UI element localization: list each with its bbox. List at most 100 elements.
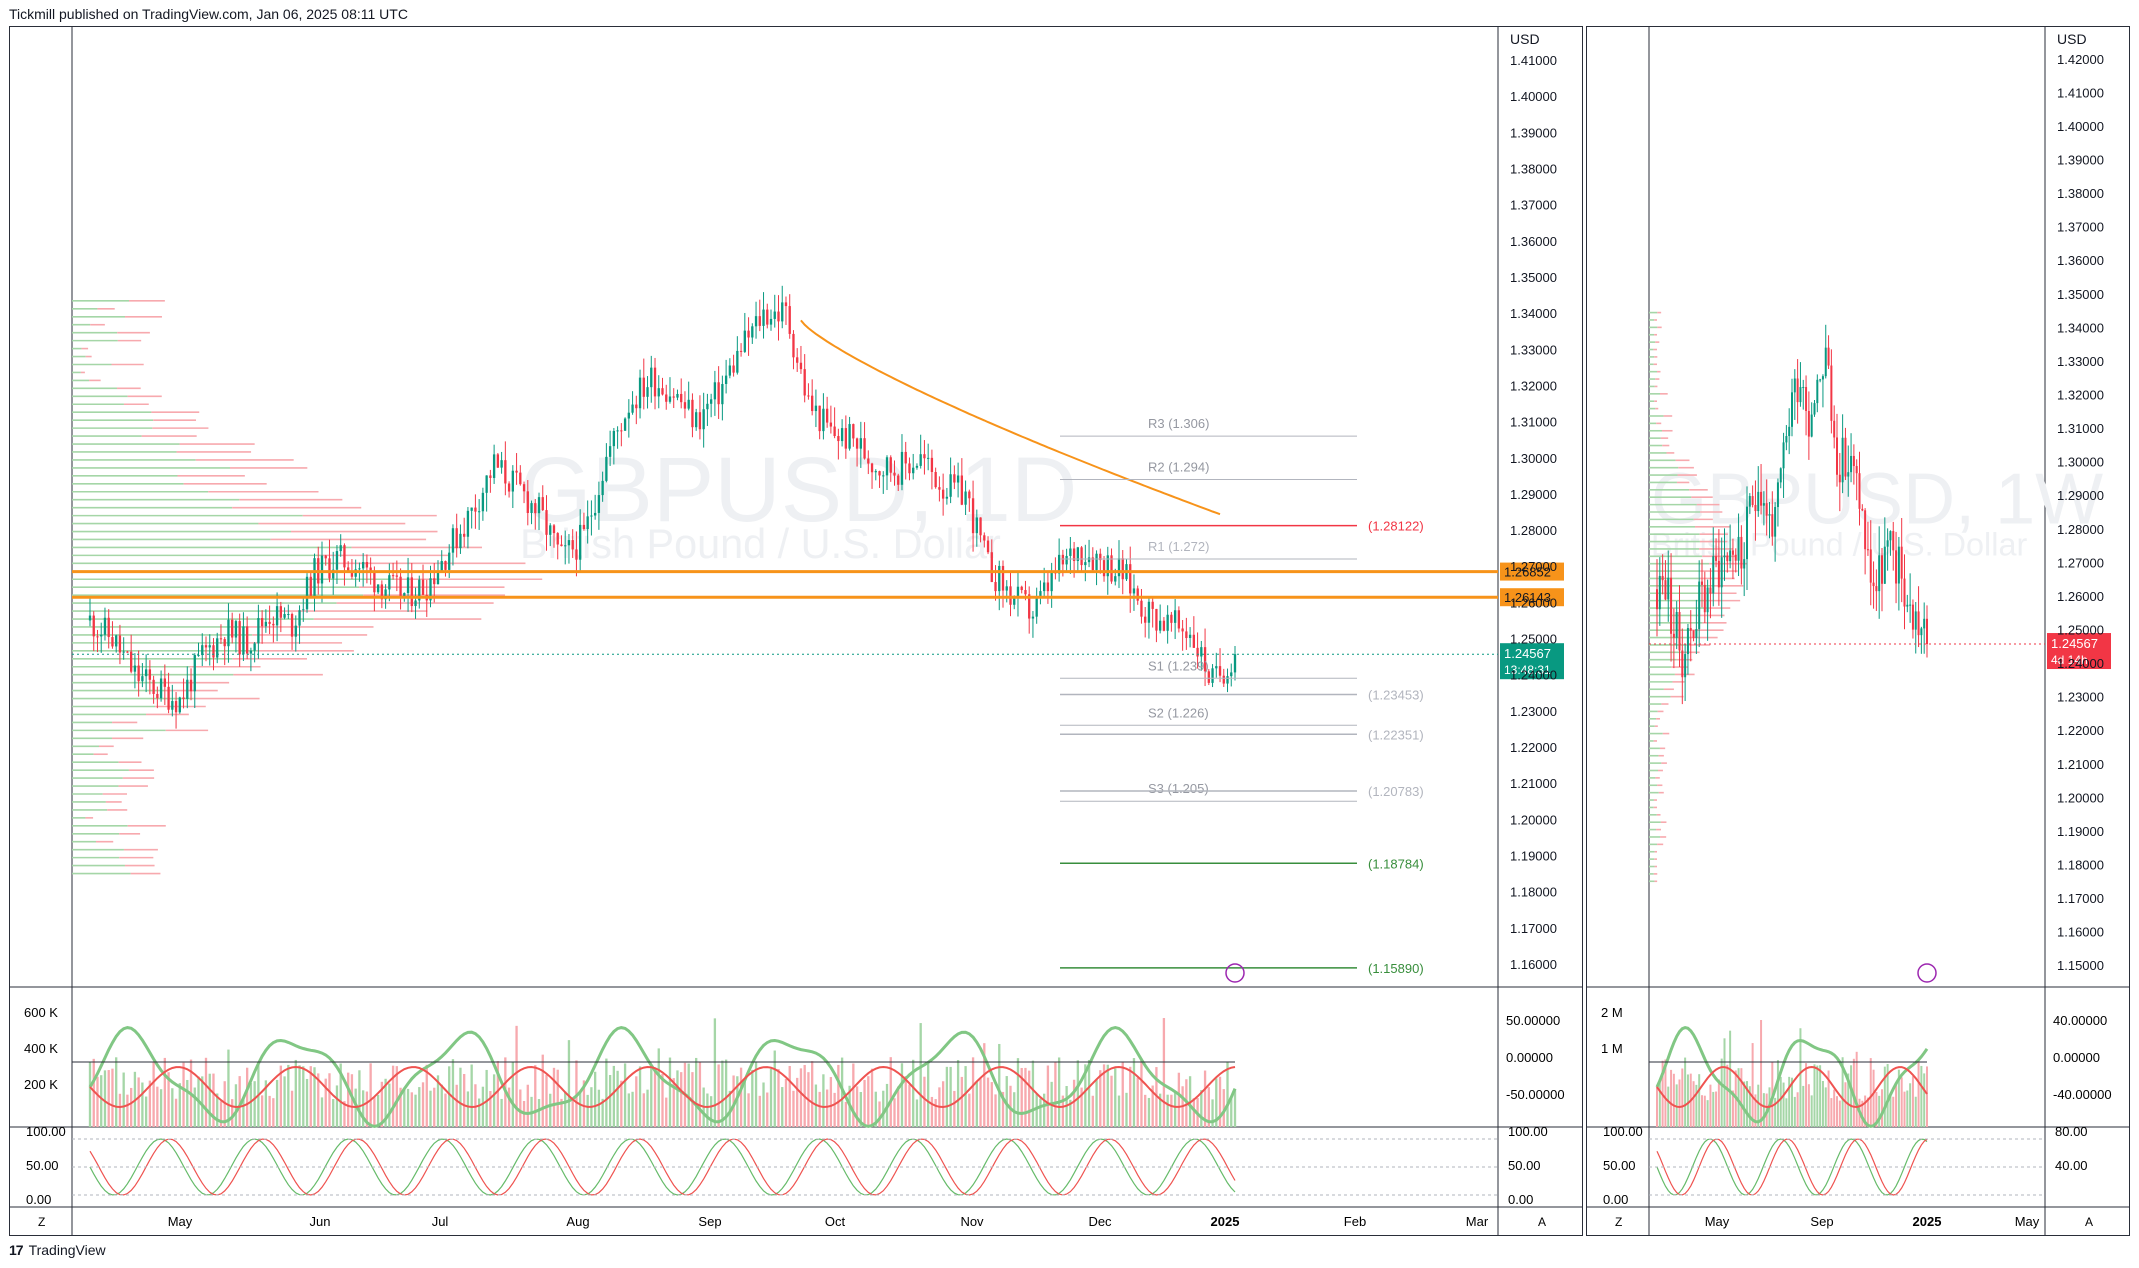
candle-body — [687, 399, 690, 409]
candle-body — [1827, 347, 1830, 366]
candle-body — [1872, 582, 1875, 587]
candle-body — [477, 511, 481, 513]
candle-body — [1695, 629, 1698, 638]
candle-body — [698, 412, 702, 430]
volume-bar — [1080, 1087, 1083, 1127]
volume-bar — [844, 1101, 848, 1127]
price-tick: 1.25000 — [2057, 623, 2104, 638]
volume-bar — [107, 1070, 110, 1127]
volume-bar — [1807, 1084, 1810, 1127]
chart-panel-weekly[interactable]: GBPUSD, 1W British Pound / U.S. Dollar 1.2… — [1586, 26, 2130, 1236]
volume-bar — [1776, 1060, 1779, 1127]
candle-body — [1909, 604, 1912, 606]
volume-bar — [986, 1077, 990, 1127]
candle-body — [440, 561, 443, 573]
chart-panel-daily[interactable]: GBPUSD, 1D British Pound / U.S. Dollar R3 … — [9, 26, 1583, 1236]
candle-body — [489, 475, 492, 478]
candle-body — [418, 579, 421, 601]
candle-body — [1779, 468, 1782, 483]
time-tick: Aug — [566, 1214, 589, 1229]
stochastic-right-tick: 80.00 — [2055, 1124, 2088, 1139]
candle-body — [249, 650, 253, 654]
oscillator-tick: 0.00000 — [2053, 1050, 2100, 1065]
time-tick: Jul — [432, 1214, 449, 1229]
candle-body — [620, 430, 623, 432]
volume-bar — [92, 1058, 95, 1127]
candle-body — [608, 446, 612, 457]
volume-bar — [709, 1096, 713, 1127]
candle-body — [1847, 472, 1850, 477]
candle-body — [414, 600, 417, 607]
price-tag-label: 1.26852 — [1504, 565, 1551, 580]
candle-body — [900, 451, 904, 485]
volume-bar — [941, 1081, 945, 1127]
candle-body — [1177, 610, 1181, 629]
volume-tick: 600 K — [24, 1005, 58, 1020]
candle-body — [313, 558, 316, 597]
candle-body — [870, 463, 874, 473]
price-tick: 1.23000 — [2057, 690, 2104, 705]
stochastic-d-line — [89, 1138, 1236, 1196]
volume-bar — [500, 1098, 503, 1127]
candle-body — [92, 615, 95, 637]
candle-body — [1087, 557, 1091, 563]
volume-bar — [223, 1081, 226, 1127]
volume-bar — [339, 1063, 342, 1127]
time-tick: 2025 — [1211, 1214, 1240, 1229]
candle-body — [283, 614, 286, 618]
timezone-icon: Z — [38, 1215, 45, 1229]
candle-body — [403, 593, 406, 598]
volume-bar — [642, 1093, 645, 1127]
volume-bar — [945, 1066, 949, 1127]
price-tick: 1.42000 — [2057, 52, 2104, 67]
volume-bar — [1132, 1058, 1136, 1127]
candle-body — [436, 572, 440, 585]
volume-bar — [897, 1086, 900, 1127]
tradingview-logo-icon[interactable]: 17 — [9, 1242, 24, 1258]
candle-body — [564, 545, 567, 547]
volume-bar — [818, 1091, 821, 1127]
volume-bar — [1774, 1097, 1777, 1127]
volume-bar — [1054, 1062, 1057, 1127]
volume-tick: 2 M — [1601, 1005, 1623, 1020]
volume-bar — [268, 1095, 271, 1127]
candle-body — [133, 665, 137, 672]
volume-bar — [1788, 1076, 1791, 1127]
candle-body — [724, 375, 728, 384]
price-tick: 1.15000 — [2057, 958, 2104, 973]
volume-bar — [253, 1081, 256, 1127]
oscillator-line-green — [1655, 1026, 1929, 1128]
currency-label: USD — [1510, 31, 1540, 47]
volume-bar — [238, 1076, 241, 1127]
volume-bar — [1883, 1066, 1886, 1127]
price-tick: 1.41000 — [2057, 85, 2104, 100]
candle-body — [201, 645, 204, 656]
volume-bar — [1162, 1018, 1166, 1127]
stochastic-tick: 100.00 — [26, 1124, 66, 1139]
price-tick: 1.23000 — [1510, 704, 1557, 719]
volume-bar — [1203, 1070, 1207, 1127]
candle-body — [1793, 378, 1796, 393]
candle-body — [309, 576, 312, 597]
candle-body — [1215, 666, 1218, 669]
volume-bar — [1043, 1093, 1046, 1127]
candle-body — [320, 555, 324, 584]
candle-body — [1906, 604, 1909, 607]
price-tick: 1.29000 — [2057, 488, 2104, 503]
brand-label[interactable]: TradingView — [28, 1242, 106, 1258]
price-tick: 1.20000 — [2057, 790, 2104, 805]
volume-bar — [1799, 1028, 1802, 1127]
candle-body — [1678, 611, 1681, 651]
volume-bar — [904, 1076, 907, 1127]
candle-body — [339, 545, 342, 552]
volume-bar — [811, 1061, 814, 1127]
volume-bar — [148, 1080, 152, 1127]
candle-body — [1715, 556, 1718, 561]
volume-bar — [874, 1091, 877, 1127]
candle-body — [1661, 575, 1664, 581]
candle-body — [1830, 365, 1833, 421]
volume-bar — [1897, 1069, 1900, 1127]
candle-body — [1159, 620, 1162, 631]
